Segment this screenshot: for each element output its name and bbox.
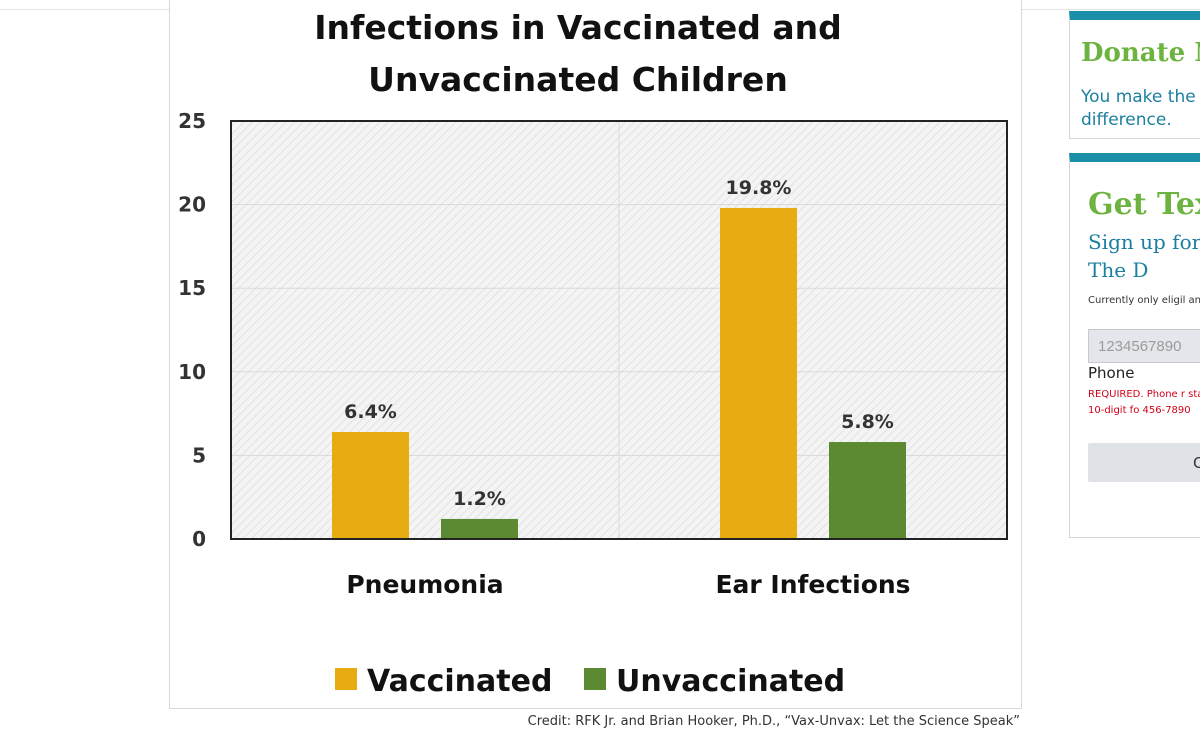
y-tick-label: 20 bbox=[178, 193, 206, 217]
bar-vaccinated bbox=[332, 431, 409, 539]
bar-vaccinated bbox=[720, 207, 797, 539]
phone-input[interactable] bbox=[1088, 329, 1200, 363]
legend-label: Vaccinated bbox=[367, 664, 552, 699]
legend-label: Unvaccinated bbox=[616, 664, 845, 699]
x-category-label: Pneumonia bbox=[346, 570, 503, 599]
y-tick-label: 5 bbox=[192, 443, 206, 467]
donate-title[interactable]: Donate N bbox=[1081, 38, 1200, 68]
data-label: 1.2% bbox=[453, 488, 506, 510]
image-credit-caption: Credit: RFK Jr. and Brian Hooker, Ph.D.,… bbox=[527, 714, 1020, 729]
chart-title-line-1: Infections in Vaccinated and bbox=[314, 8, 842, 47]
legend-swatch bbox=[584, 668, 606, 690]
donate-subtitle[interactable]: You make the difference. bbox=[1081, 87, 1196, 130]
text-signup-card: Get Tex Sign up for from The D Currently… bbox=[1069, 153, 1200, 538]
data-label: 5.8% bbox=[841, 411, 894, 433]
text-signup-submit-button[interactable]: C bbox=[1088, 443, 1200, 482]
plot-frame bbox=[230, 120, 1008, 540]
chart-figure: 0 5 10 15 20 25 6.4% 1.2% Pneumonia 19.8% 5.8% Ear … bbox=[169, 0, 1022, 709]
donate-card[interactable]: Donate N You make the difference. bbox=[1069, 11, 1200, 139]
y-tick-label: 25 bbox=[178, 109, 206, 133]
data-label: 6.4% bbox=[344, 401, 397, 423]
x-category-label: Ear Infections bbox=[715, 570, 910, 599]
legend-swatch bbox=[335, 668, 357, 690]
chart-title-line-2: Unvaccinated Children bbox=[368, 60, 788, 99]
eligibility-note: Currently only eligil and Canada. bbox=[1088, 295, 1200, 306]
text-signup-title: Get Tex bbox=[1088, 187, 1200, 222]
chart-title: Infections in Vaccinated and Unvaccinate… bbox=[170, 2, 986, 106]
y-tick-label: 10 bbox=[178, 360, 206, 384]
y-tick-label: 0 bbox=[192, 527, 206, 551]
phone-label: Phone bbox=[1088, 364, 1135, 382]
bar-unvaccinated bbox=[441, 518, 518, 539]
phone-required-note: REQUIRED. Phone r standard 10-digit fo 4… bbox=[1088, 389, 1200, 416]
bar-unvaccinated bbox=[829, 442, 906, 539]
chart-svg: 0 5 10 15 20 25 6.4% 1.2% Pneumonia 19.8% 5.8% Ear … bbox=[178, 109, 1008, 699]
data-label: 19.8% bbox=[726, 177, 792, 199]
text-signup-subtitle: Sign up for from The D bbox=[1088, 230, 1200, 282]
y-tick-label: 15 bbox=[178, 276, 206, 300]
